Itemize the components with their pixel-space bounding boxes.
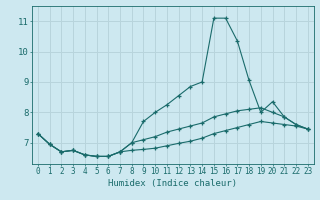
- X-axis label: Humidex (Indice chaleur): Humidex (Indice chaleur): [108, 179, 237, 188]
